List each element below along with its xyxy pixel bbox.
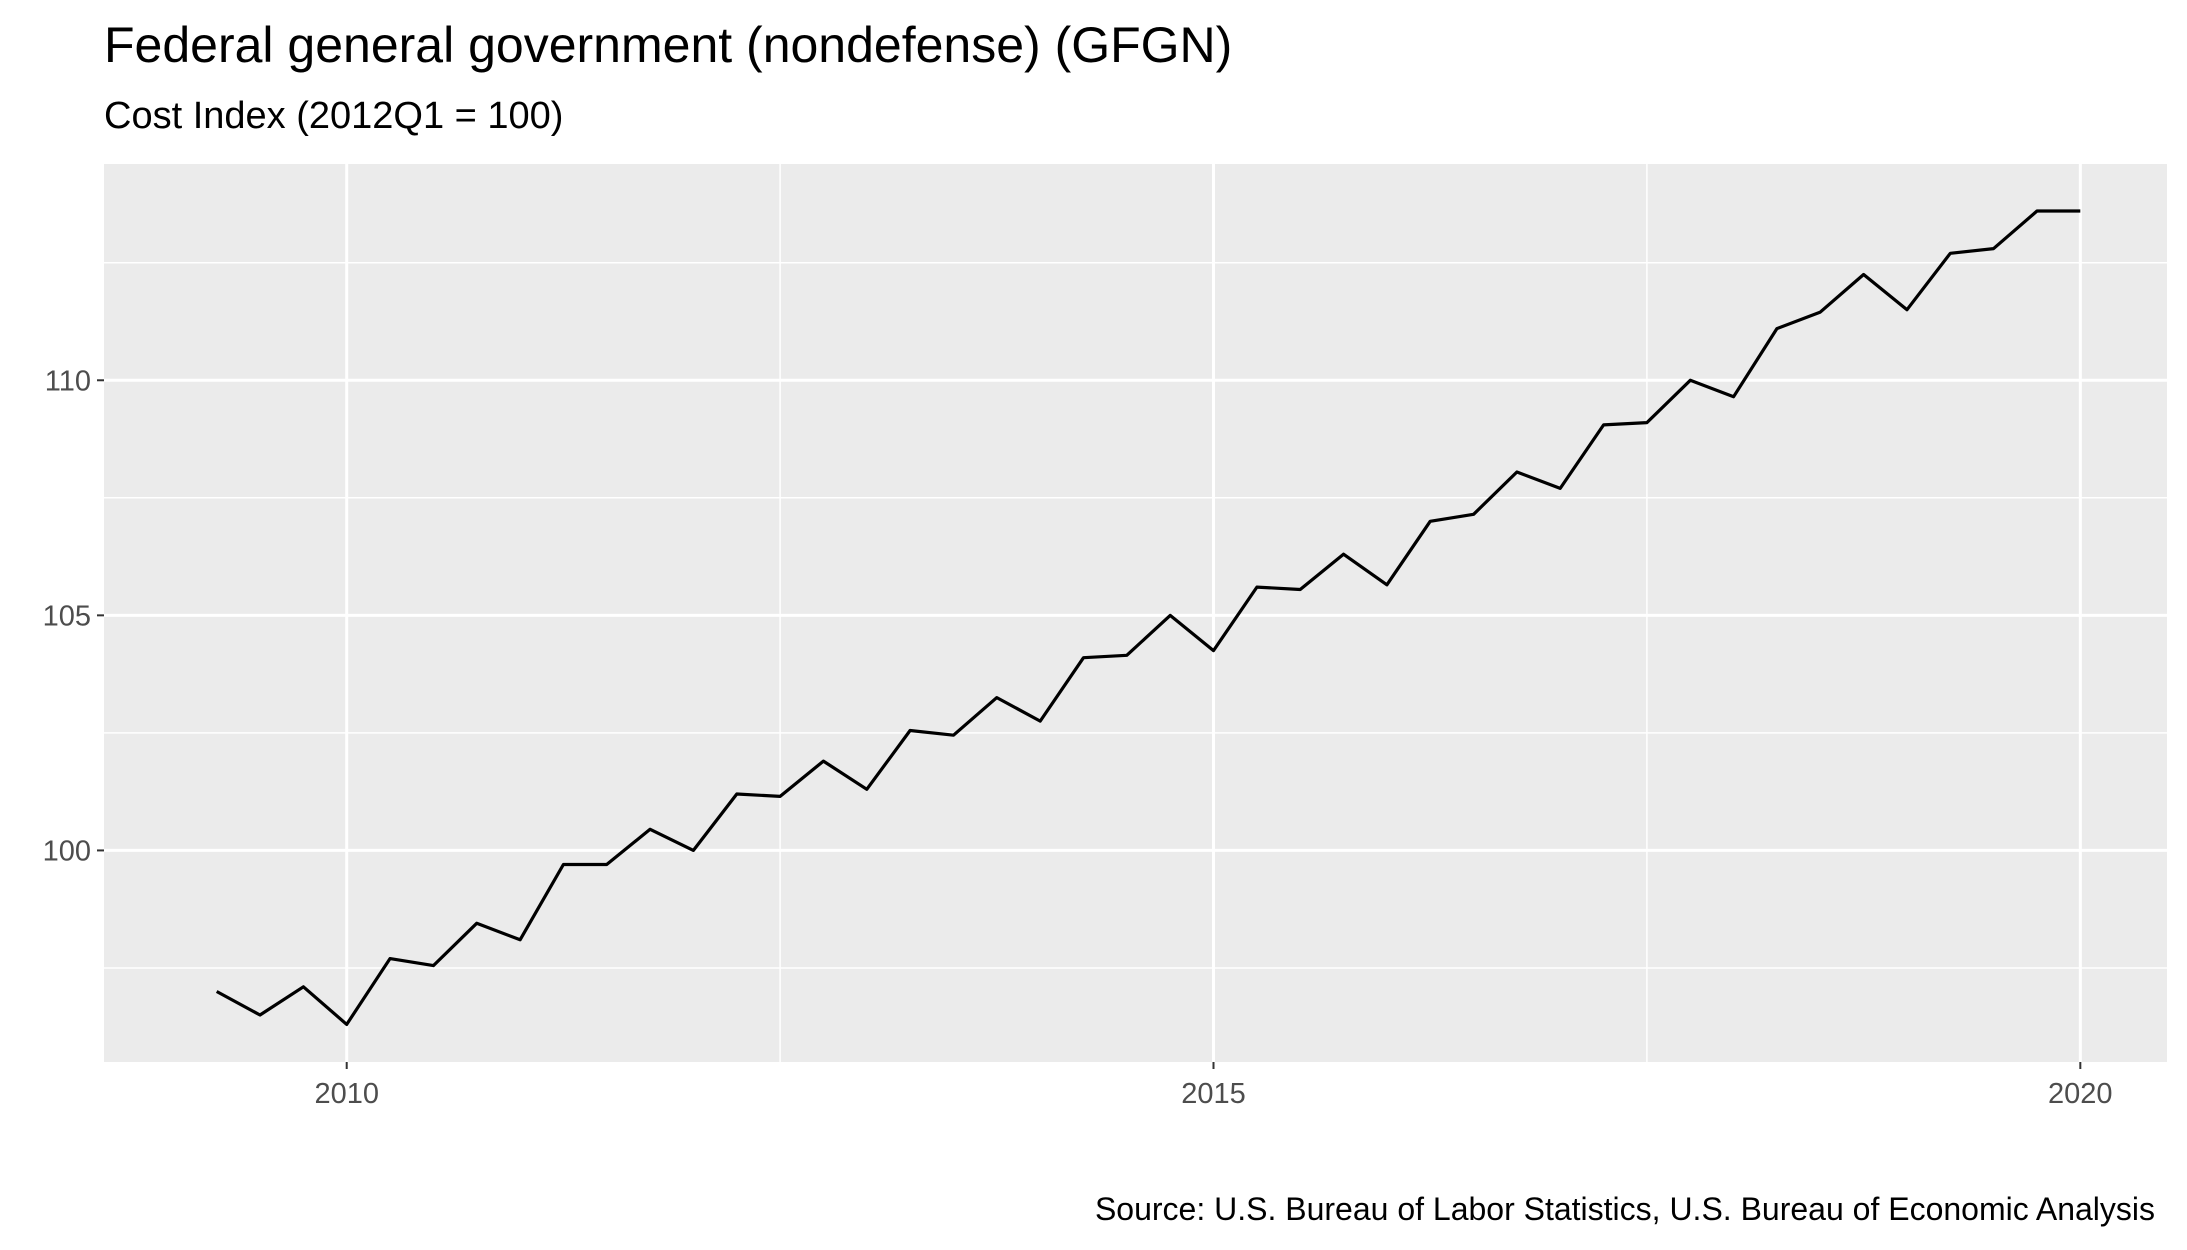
x-tick-label-2010: 2010: [314, 1078, 379, 1110]
plot-panel: [104, 164, 2167, 1062]
x-tick-label-2020: 2020: [2048, 1078, 2113, 1110]
y-tick-label-100: 100: [43, 835, 91, 867]
series-layer: [215, 209, 2081, 1027]
series-line-0: [215, 209, 2081, 1027]
x-tick-label-2015: 2015: [1181, 1078, 1246, 1110]
y-tick-label-110: 110: [45, 365, 91, 397]
minor-gridlines: [104, 164, 2167, 1062]
x-axis: 2010 2015 2020: [314, 1062, 2113, 1110]
major-gridlines: [104, 164, 2167, 1062]
y-tick-label-105: 105: [43, 600, 91, 632]
chart-title: Federal general government (nondefense) …: [104, 17, 1232, 73]
y-axis: 100 105 110: [43, 365, 104, 867]
chart-subtitle: Cost Index (2012Q1 = 100): [104, 95, 563, 137]
chart-caption: Source: U.S. Bureau of Labor Statistics,…: [1095, 1191, 2155, 1227]
